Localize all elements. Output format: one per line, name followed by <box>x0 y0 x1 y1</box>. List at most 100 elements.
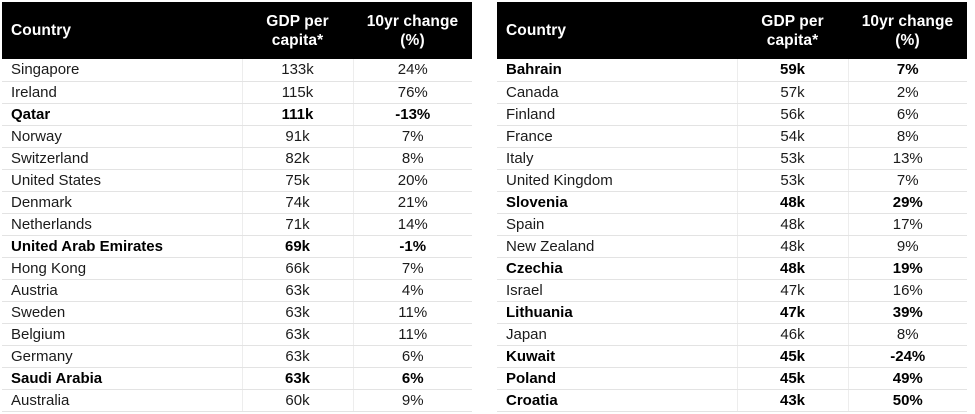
change-cell: 14% <box>352 213 472 236</box>
table-row: France 54k 8% <box>497 125 967 148</box>
change-cell: 29% <box>847 191 967 214</box>
country-cell: Czechia <box>497 257 737 280</box>
country-cell: United Kingdom <box>497 169 737 192</box>
table-row: Italy 53k 13% <box>497 147 967 170</box>
change-cell: 7% <box>847 169 967 192</box>
country-cell: Kuwait <box>497 345 737 368</box>
gdp-cell: 82k <box>241 147 353 170</box>
table-row: Israel 47k 16% <box>497 279 967 302</box>
gdp-cell: 46k <box>736 323 848 346</box>
table-row: Austria 63k 4% <box>2 279 472 302</box>
gdp-cell: 43k <box>736 389 848 412</box>
country-cell: Italy <box>497 147 737 170</box>
table-row: Hong Kong 66k 7% <box>2 257 472 280</box>
country-cell: Norway <box>2 125 242 148</box>
change-cell: 9% <box>847 235 967 258</box>
gdp-cell: 66k <box>241 257 353 280</box>
table-header-left: Country GDP per capita* 10yr change (%) <box>2 2 472 59</box>
country-cell: Saudi Arabia <box>2 367 242 390</box>
change-cell: 49% <box>847 367 967 390</box>
country-cell: Israel <box>497 279 737 302</box>
change-cell: 7% <box>847 59 967 82</box>
table-row: Slovenia 48k 29% <box>497 191 967 214</box>
table-row: Bahrain 59k 7% <box>497 59 967 82</box>
gdp-table-right: Country GDP per capita* 10yr change (%) … <box>497 2 967 412</box>
table-row: Germany 63k 6% <box>2 345 472 368</box>
gdp-cell: 63k <box>241 345 353 368</box>
change-cell: 8% <box>847 125 967 148</box>
country-cell: Singapore <box>2 59 242 82</box>
table-body-right: Bahrain 59k 7% Canada 57k 2% Finland 56k 6% Franc… <box>497 59 967 412</box>
change-cell: 50% <box>847 389 967 412</box>
column-header-gdp-per-capita: GDP per capita* <box>737 2 848 59</box>
change-cell: 6% <box>352 367 472 390</box>
change-cell: 8% <box>847 323 967 346</box>
change-cell: 76% <box>352 81 472 104</box>
change-cell: 11% <box>352 301 472 324</box>
change-cell: 7% <box>352 257 472 280</box>
change-cell: 4% <box>352 279 472 302</box>
country-cell: Japan <box>497 323 737 346</box>
country-cell: Sweden <box>2 301 242 324</box>
table-row: Ireland 115k 76% <box>2 81 472 104</box>
gdp-cell: 47k <box>736 279 848 302</box>
gdp-cell: 74k <box>241 191 353 214</box>
table-row: Czechia 48k 19% <box>497 257 967 280</box>
gdp-cell: 75k <box>241 169 353 192</box>
country-cell: United States <box>2 169 242 192</box>
table-row: Kuwait 45k -24% <box>497 345 967 368</box>
table-header-right: Country GDP per capita* 10yr change (%) <box>497 2 967 59</box>
gdp-cell: 91k <box>241 125 353 148</box>
change-cell: 7% <box>352 125 472 148</box>
table-row: Japan 46k 8% <box>497 323 967 346</box>
gdp-cell: 111k <box>241 103 353 126</box>
header-row: Country GDP per capita* 10yr change (%) <box>2 2 472 59</box>
gdp-cell: 60k <box>241 389 353 412</box>
country-cell: Spain <box>497 213 737 236</box>
country-cell: Austria <box>2 279 242 302</box>
gdp-cell: 133k <box>241 59 353 82</box>
table-row: Poland 45k 49% <box>497 367 967 390</box>
table-row: New Zealand 48k 9% <box>497 235 967 258</box>
table-row: Saudi Arabia 63k 6% <box>2 367 472 390</box>
country-cell: Finland <box>497 103 737 126</box>
change-cell: 16% <box>847 279 967 302</box>
gdp-cell: 48k <box>736 235 848 258</box>
gdp-cell: 54k <box>736 125 848 148</box>
gdp-cell: 53k <box>736 169 848 192</box>
column-header-10yr-change: 10yr change (%) <box>848 2 967 59</box>
column-header-country: Country <box>497 2 737 59</box>
table-row: Croatia 43k 50% <box>497 389 967 412</box>
change-cell: 6% <box>847 103 967 126</box>
country-cell: Switzerland <box>2 147 242 170</box>
gdp-cell: 63k <box>241 323 353 346</box>
table-row: Belgium 63k 11% <box>2 323 472 346</box>
gdp-cell: 48k <box>736 257 848 280</box>
gdp-cell: 71k <box>241 213 353 236</box>
country-cell: Bahrain <box>497 59 737 82</box>
country-cell: Denmark <box>2 191 242 214</box>
change-cell: 13% <box>847 147 967 170</box>
table-row: United States 75k 20% <box>2 169 472 192</box>
change-cell: 39% <box>847 301 967 324</box>
table-row: Denmark 74k 21% <box>2 191 472 214</box>
country-cell: Germany <box>2 345 242 368</box>
country-cell: Croatia <box>497 389 737 412</box>
country-cell: Hong Kong <box>2 257 242 280</box>
gdp-cell: 45k <box>736 367 848 390</box>
change-cell: 24% <box>352 59 472 82</box>
country-cell: New Zealand <box>497 235 737 258</box>
table-body-left: Singapore 133k 24% Ireland 115k 76% Qatar 111k -… <box>2 59 472 412</box>
gdp-cell: 48k <box>736 213 848 236</box>
gdp-cell: 53k <box>736 147 848 170</box>
gdp-cell: 63k <box>241 279 353 302</box>
table-row: Finland 56k 6% <box>497 103 967 126</box>
change-cell: 20% <box>352 169 472 192</box>
table-row: Sweden 63k 11% <box>2 301 472 324</box>
change-cell: -13% <box>352 103 472 126</box>
gdp-cell: 63k <box>241 301 353 324</box>
country-cell: Slovenia <box>497 191 737 214</box>
change-cell: -24% <box>847 345 967 368</box>
country-cell: United Arab Emirates <box>2 235 242 258</box>
